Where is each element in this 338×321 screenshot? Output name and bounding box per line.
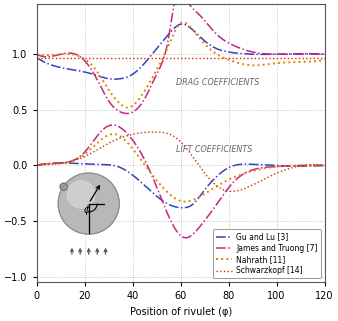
Circle shape [60, 183, 67, 190]
Text: $\phi$: $\phi$ [83, 203, 91, 217]
Text: DRAG COEFFICIENTS: DRAG COEFFICIENTS [176, 78, 259, 87]
Circle shape [67, 181, 95, 208]
X-axis label: Position of rivulet (φ): Position of rivulet (φ) [129, 307, 232, 317]
Text: LIFT COEFFICIENTS: LIFT COEFFICIENTS [176, 145, 252, 154]
Legend: Gu and Lu [3], James and Truong [7], Nahrath [11], Schwarzkopf [14]: Gu and Lu [3], James and Truong [7], Nah… [213, 230, 321, 278]
Circle shape [58, 173, 119, 234]
